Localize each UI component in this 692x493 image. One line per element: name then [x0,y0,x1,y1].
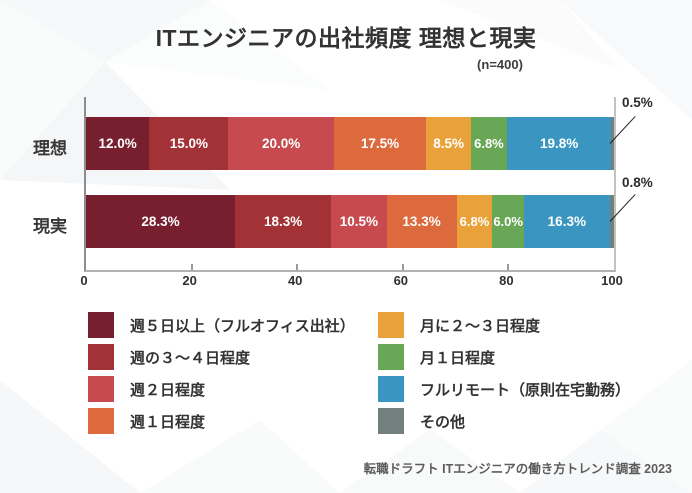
axis-tick-label: 100 [601,273,623,288]
bar-segment-value: 18.3% [263,214,303,229]
bar-segment: 10.5% [331,195,387,248]
legend-item: 週５日以上（フルオフィス出社） [88,312,355,338]
legend-item: 週２日程度 [88,376,355,402]
legend-color-swatch [88,376,114,402]
stacked-bar-reality: 28.3% 18.3% 10.5% 13.3% 6.8% 6.0% 16.3% [86,195,614,248]
axis-tick [296,264,299,270]
legend-color-swatch [378,408,404,434]
legend-color-swatch [378,344,404,370]
legend-column-left: 週５日以上（フルオフィス出社） 週の３〜４日程度 週２日程度週１日程度 [88,312,355,440]
bar-segment: 6.8% [471,117,507,170]
source-credit: 転職ドラフト ITエンジニアの働き方トレンド調査 2023 [363,462,672,476]
callout-value-reality-other: 0.8% [622,175,653,190]
legend-label: フルリモート（原則在宅勤務） [420,381,631,399]
bar-segment: 18.3% [234,195,332,248]
axis-tick-label: 0 [80,273,88,288]
legend-label: 週５日以上（フルオフィス出社） [130,317,355,335]
legend-color-swatch [378,312,404,338]
legend-label: 月１日程度 [420,349,496,367]
row-label-reality: 現実 [33,217,67,236]
legend-color-swatch [88,344,114,370]
bar-segment-value: 15.0% [169,136,208,151]
axis-tick [401,264,404,270]
bar-segment: 28.3% [86,195,235,248]
bar-segment-value: 10.5% [339,214,379,229]
legend-item: 週１日程度 [88,408,355,434]
bar-segment-value: 6.8% [474,136,504,151]
legend-label: 月に２〜３日程度 [420,317,541,335]
bar-segment: 20.0% [228,117,334,170]
bar-segment: 16.3% [523,195,610,248]
bar-segment: 13.3% [386,195,457,248]
bar-segment-value: 28.3% [141,214,180,229]
bar-segment-value: 12.0% [98,136,137,151]
legend-item: 月に２〜３日程度 [378,312,630,338]
legend-item: フルリモート（原則在宅勤務） [378,376,630,402]
bar-segment-value: 6.0% [493,214,523,229]
legend-label: その他 [420,413,466,431]
chart-plot-area: 12.0% 15.0% 20.0% 17.5% 8.5% 6.8% 19.8% 28.3% 1… [84,97,616,272]
bar-segment: 6.0% [492,195,524,248]
axis-tick [190,264,193,270]
legend-item: その他 [378,408,630,434]
axis-tick-label: 60 [393,273,409,288]
callout-value-ideal-other: 0.5% [622,95,653,110]
bar-segment [611,117,614,170]
page-title: ITエンジニアの出社頻度 理想と現実 [155,25,537,51]
row-label-ideal: 理想 [33,139,67,158]
bar-segment-value: 16.3% [547,214,586,229]
bar-segment-value: 8.5% [433,136,464,151]
bar-segment: 19.8% [506,117,612,170]
legend-label: 週２日程度 [130,381,206,399]
bar-segment-value: 17.5% [360,136,400,151]
sample-size-label: (n=400) [477,57,523,72]
bar-segment-value: 6.8% [459,214,490,229]
axis-tick-label: 20 [182,273,197,288]
stacked-bar-ideal: 12.0% 15.0% 20.0% 17.5% 8.5% 6.8% 19.8% [86,117,614,170]
axis-tick [507,264,510,270]
axis-tick-label: 80 [499,273,514,288]
legend-column-right: 月に２〜３日程度 月１日程度フルリモート（原則在宅勤務） その他 [378,312,630,440]
x-axis-labels: 0 20 40 60 80 100 [80,273,622,291]
legend-color-swatch [378,376,404,402]
legend-label: 週の３〜４日程度 [130,349,251,367]
bar-segment: 17.5% [333,117,427,170]
legend-item: 週の３〜４日程度 [88,344,355,370]
legend-item: 月１日程度 [378,344,630,370]
legend-color-swatch [88,312,114,338]
bar-segment-value: 13.3% [402,214,441,229]
legend-color-swatch [88,408,114,434]
legend-label: 週１日程度 [130,413,206,431]
bar-segment: 6.8% [456,195,493,248]
bar-segment: 8.5% [426,117,471,170]
axis-tick-label: 40 [287,273,303,288]
bar-segment-value: 20.0% [261,136,301,151]
bar-segment [609,195,614,248]
bar-segment-value: 19.8% [539,136,579,151]
bar-segment: 12.0% [86,117,150,170]
bar-segment: 15.0% [149,117,229,170]
